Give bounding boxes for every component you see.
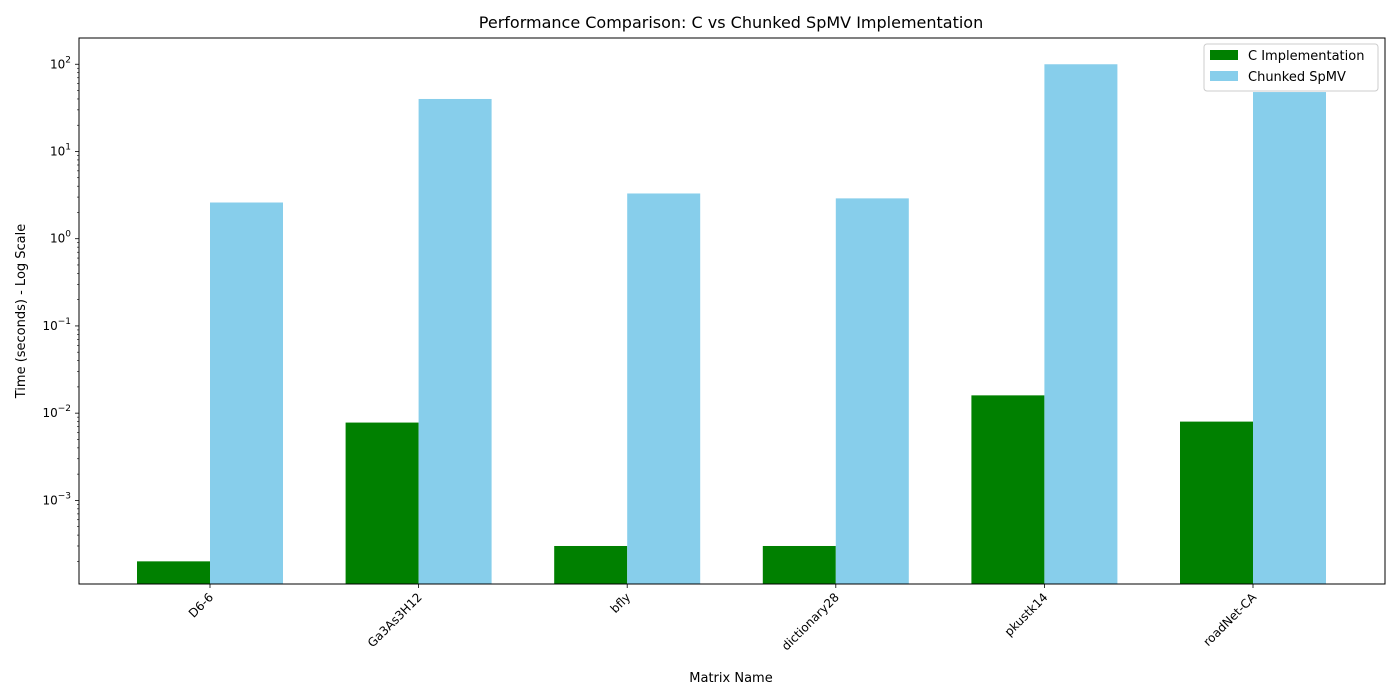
bar-c-implementation-dictionary28: [762, 545, 836, 584]
y-tick-label: 102: [50, 55, 71, 71]
bar-c-implementation-d6-6: [137, 561, 210, 584]
x-axis-label: Matrix Name: [689, 671, 772, 686]
bar-c-implementation-pkustk14: [971, 395, 1045, 584]
y-tick-label: 100: [50, 230, 71, 246]
bar-chunked-spmv-pkustk14: [1044, 64, 1118, 584]
y-tick-label: 10−3: [42, 491, 71, 507]
bar-chunked-spmv-roadnet-ca: [1253, 92, 1326, 584]
bars: [137, 64, 1326, 585]
legend: C Implementation Chunked SpMV: [1203, 43, 1379, 92]
x-tick-label-pkustk14: pkustk14: [1002, 590, 1051, 639]
legend-swatch-chunked-spmv: [1210, 71, 1238, 81]
y-tick-label: 10−2: [42, 404, 71, 420]
x-tick-label-dictionary28: dictionary28: [779, 590, 842, 653]
bar-chunked-spmv-d6-6: [210, 202, 283, 584]
x-tick-label-ga3as3h12: Ga3As3H12: [365, 590, 425, 650]
y-axis: 10−3 10−2 10−1 100 101 102: [42, 55, 79, 562]
x-tick-label-d6-6: D6-6: [186, 590, 216, 620]
x-axis: D6-6 Ga3As3H12 bfly dictionary28 pkustk14 roa…: [186, 584, 1260, 653]
bar-c-implementation-roadnet-ca: [1180, 421, 1253, 584]
plot-frame: [78, 37, 1386, 585]
y-tick-label: 10−1: [42, 317, 71, 333]
bar-chunked-spmv-dictionary28: [835, 198, 909, 584]
legend-label-c-implementation: C Implementation: [1248, 49, 1364, 64]
bar-c-implementation-bfly: [554, 545, 628, 584]
chart-title: Performance Comparison: C vs Chunked SpM…: [479, 13, 983, 32]
legend-label-chunked-spmv: Chunked SpMV: [1248, 70, 1346, 85]
bar-chunked-spmv-bfly: [627, 193, 701, 585]
legend-frame: [1203, 43, 1379, 92]
y-axis-label: Time (seconds) - Log Scale: [14, 224, 29, 400]
y-tick-label: 101: [50, 142, 71, 158]
x-tick-label-bfly: bfly: [608, 590, 634, 616]
bar-c-implementation-ga3as3h12: [345, 422, 419, 584]
bar-chunked-spmv-ga3as3h12: [418, 98, 492, 584]
x-tick-label-roadnet-ca: roadNet-CA: [1200, 590, 1259, 649]
legend-swatch-c-implementation: [1210, 50, 1238, 60]
